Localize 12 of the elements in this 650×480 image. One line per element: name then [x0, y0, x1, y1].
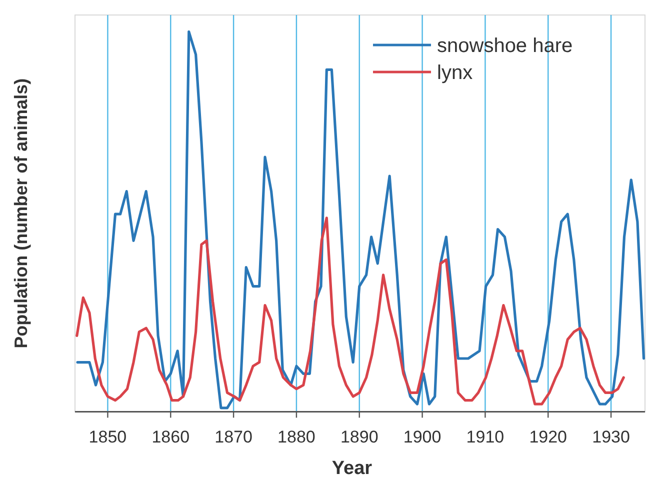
x-tick-label: 1930 — [592, 428, 630, 447]
x-tick-label: 1920 — [529, 428, 568, 447]
x-tick-label: 1900 — [403, 428, 442, 447]
legend-label: lynx — [437, 62, 473, 84]
x-tick-label: 1850 — [88, 428, 127, 447]
x-tick-label: 1860 — [152, 428, 190, 447]
y-axis-title: Population (number of animals) — [11, 78, 31, 348]
x-tick-label: 1870 — [214, 428, 252, 447]
x-tick-label: 1910 — [466, 428, 504, 447]
x-tick-label: 1880 — [278, 428, 316, 447]
x-tick-label: 1890 — [340, 428, 378, 447]
x-axis-title: Year — [332, 458, 373, 479]
